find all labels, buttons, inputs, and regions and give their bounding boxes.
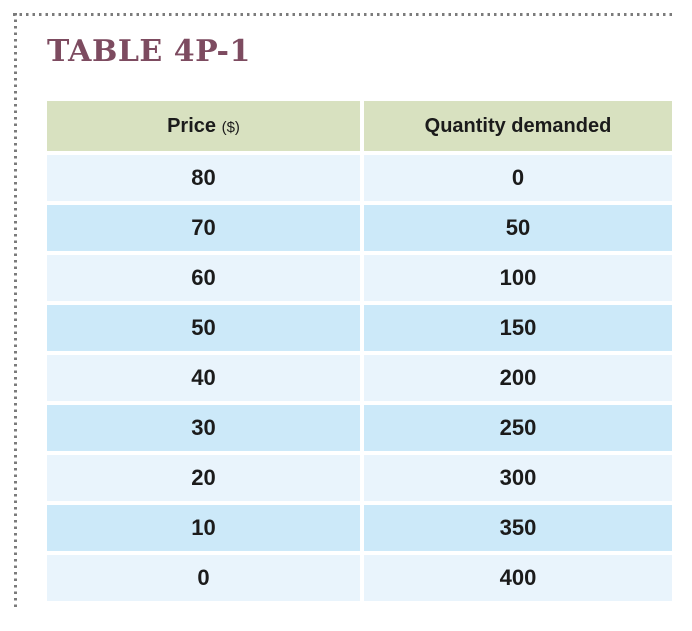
dotted-border-left xyxy=(14,13,17,608)
table-cell: 50 xyxy=(47,305,360,351)
table-cell: 200 xyxy=(364,355,672,401)
table-row: 50 150 xyxy=(47,305,672,351)
table-title: TABLE 4P-1 xyxy=(47,34,251,69)
header-row: Price ($) Quantity demanded xyxy=(47,101,672,151)
table-row: 40 200 xyxy=(47,355,672,401)
table-cell: 30 xyxy=(47,405,360,451)
table-cell: 250 xyxy=(364,405,672,451)
table-header: Price ($) Quantity demanded xyxy=(47,101,672,151)
table-cell: 400 xyxy=(364,555,672,601)
table-cell: 10 xyxy=(47,505,360,551)
dotted-border-top xyxy=(13,13,673,16)
price-unit-label: ($) xyxy=(221,118,240,136)
table-row: 20 300 xyxy=(47,455,672,501)
table-row: 70 50 xyxy=(47,205,672,251)
data-table: Price ($) Quantity demanded 80 0 70 50 60 100… xyxy=(43,97,676,605)
table-cell: 80 xyxy=(47,155,360,201)
table-cell: 0 xyxy=(364,155,672,201)
table-cell: 60 xyxy=(47,255,360,301)
table-cell: 350 xyxy=(364,505,672,551)
column-header-price: Price ($) xyxy=(47,101,360,151)
table-body: 80 0 70 50 60 100 50 150 40 200 30 250 20 300 10 350 0 40… xyxy=(47,155,672,601)
table-cell: 0 xyxy=(47,555,360,601)
table-cell: 150 xyxy=(364,305,672,351)
table-row: 60 100 xyxy=(47,255,672,301)
table-row: 10 350 xyxy=(47,505,672,551)
table-cell: 300 xyxy=(364,455,672,501)
table-cell: 50 xyxy=(364,205,672,251)
table-cell: 100 xyxy=(364,255,672,301)
price-label: Price xyxy=(167,114,217,137)
table-cell: 20 xyxy=(47,455,360,501)
table-row: 0 400 xyxy=(47,555,672,601)
table-row: 30 250 xyxy=(47,405,672,451)
table-row: 80 0 xyxy=(47,155,672,201)
table-cell: 40 xyxy=(47,355,360,401)
table-cell: 70 xyxy=(47,205,360,251)
column-header-quantity: Quantity demanded xyxy=(364,101,672,151)
